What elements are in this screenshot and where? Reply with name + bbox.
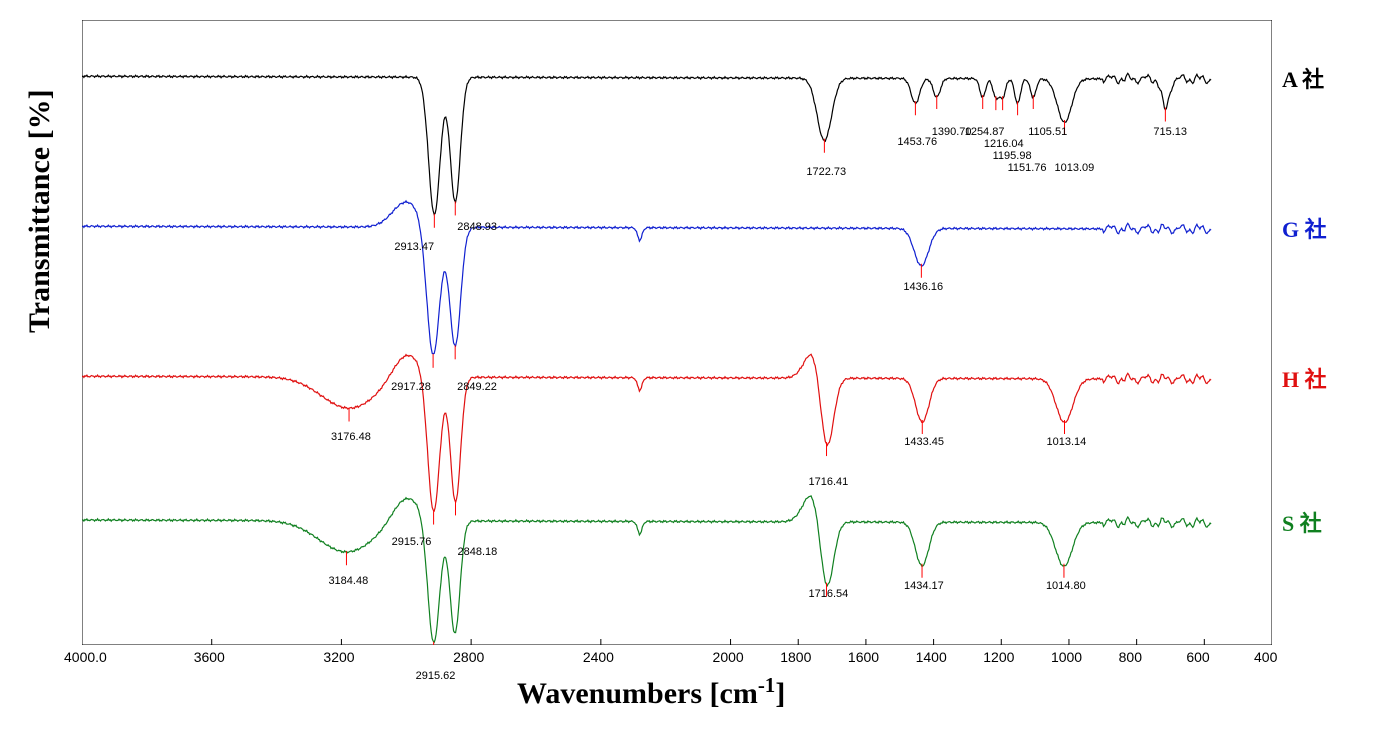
plot-area — [82, 20, 1272, 645]
peak-label: 1151.76 — [1008, 162, 1047, 174]
peak-label: 1254.87 — [965, 126, 1005, 138]
peak-label: 2913.47 — [394, 241, 434, 253]
x-tick: 2400 — [583, 649, 614, 665]
series-label-S: S 社 — [1282, 506, 1322, 538]
x-axis-label: Wavenumbers [cm-1] — [517, 673, 785, 711]
peak-label: 1433.45 — [904, 436, 944, 448]
x-tick: 3600 — [194, 649, 225, 665]
x-tick: 1400 — [916, 649, 947, 665]
peak-label: 1722.73 — [806, 166, 846, 178]
peak-label: 1013.09 — [1055, 162, 1095, 174]
peak-label: 1195.98 — [993, 150, 1032, 162]
x-tick: 600 — [1186, 649, 1209, 665]
x-tick: 2800 — [453, 649, 484, 665]
peak-label: 1716.41 — [809, 476, 849, 488]
peak-label: 2917.28 — [391, 381, 431, 393]
peak-label: 2848.18 — [458, 546, 498, 558]
x-tick: 2000 — [713, 649, 744, 665]
series-label-H: H 社 — [1282, 362, 1327, 394]
peak-label: 2915.76 — [392, 536, 432, 548]
peak-label: 1716.54 — [808, 588, 848, 600]
y-axis-label: Transmittance [%] — [23, 89, 57, 333]
peak-label: 1216.04 — [984, 138, 1024, 150]
x-tick: 1600 — [848, 649, 879, 665]
peak-label: 2849.22 — [457, 381, 497, 393]
x-tick: 1200 — [983, 649, 1014, 665]
plot-svg — [82, 20, 1272, 645]
peak-label: 715.13 — [1153, 126, 1187, 138]
x-tick: 400 — [1254, 649, 1277, 665]
peak-label: 1434.17 — [904, 580, 944, 592]
x-tick: 1800 — [780, 649, 811, 665]
series-label-A: A 社 — [1282, 62, 1324, 94]
x-tick: 4000.0 — [64, 649, 107, 665]
ftir-chart: Transmittance [%] Wavenumbers [cm-1] 400… — [0, 0, 1385, 741]
x-tick: 1000 — [1051, 649, 1082, 665]
peak-label: 2848.93 — [457, 221, 497, 233]
peak-label: 1105.51 — [1028, 126, 1067, 138]
peak-label: 3184.48 — [328, 575, 368, 587]
x-tick: 3200 — [323, 649, 354, 665]
peak-label: 2915.62 — [416, 670, 456, 682]
peak-label: 3176.48 — [331, 431, 371, 443]
series-label-G: G 社 — [1282, 212, 1327, 244]
x-tick: 800 — [1119, 649, 1142, 665]
peak-label: 1013.14 — [1047, 436, 1087, 448]
peak-label: 1436.16 — [903, 281, 943, 293]
peak-label: 1014.80 — [1046, 580, 1086, 592]
